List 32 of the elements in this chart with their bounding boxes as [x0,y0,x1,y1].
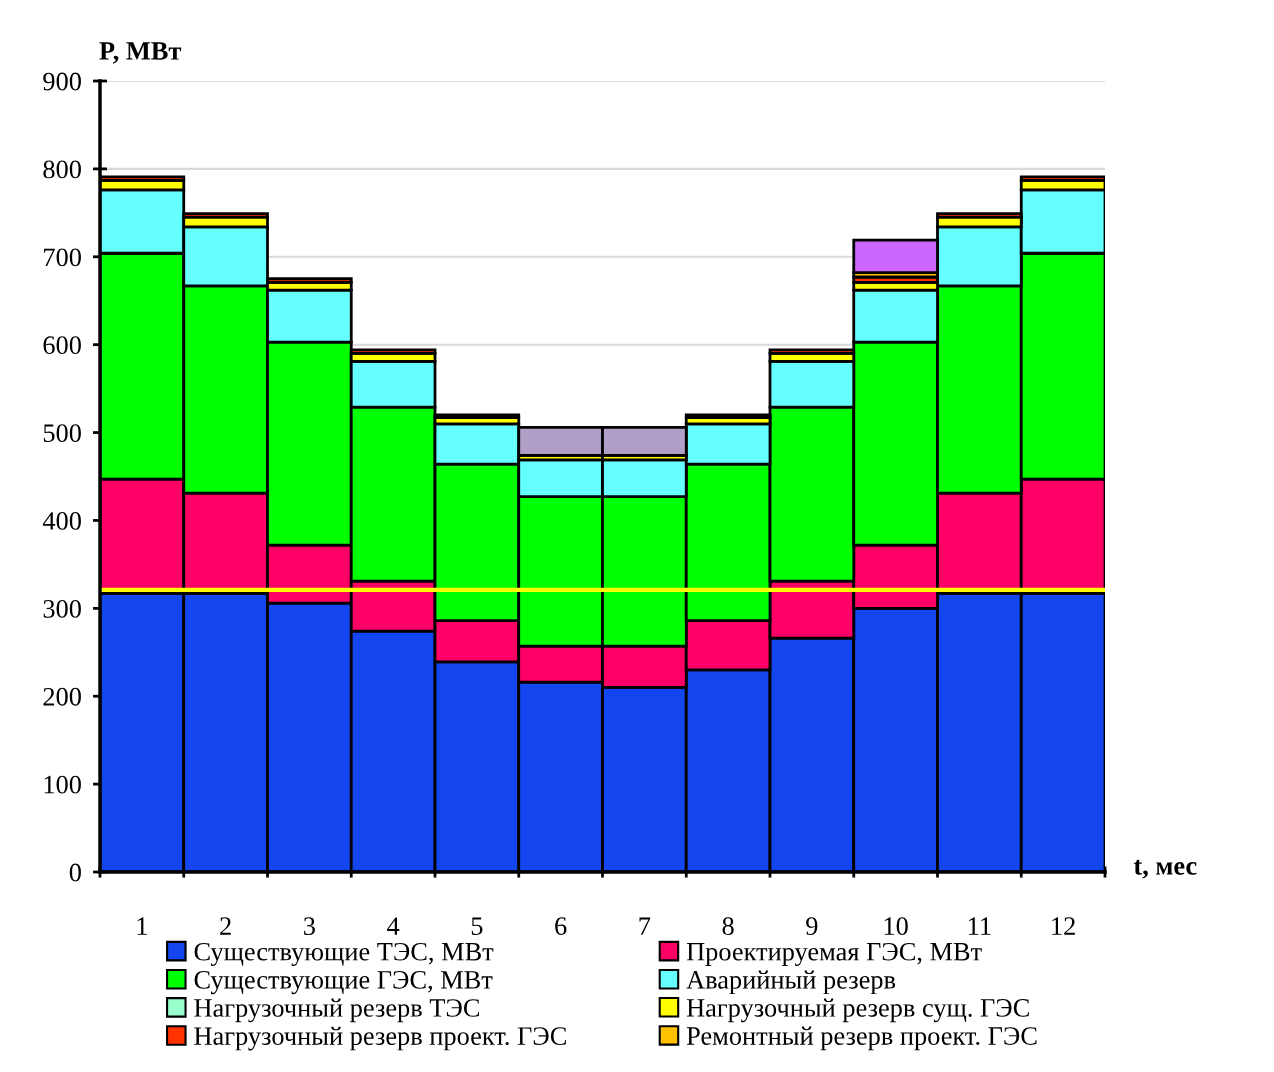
legend-label: Существующие ТЭС, МВт [194,942,494,967]
x-tick-label: 7 [639,917,651,935]
x-tick-label: 10 [884,917,908,936]
y-axis-title: P, МВт [99,42,182,64]
x-axis-title: t, мес [1133,859,1197,879]
y-tick-label: 900 [43,72,81,91]
legend-label: Существующие ГЭС, МВт [194,971,493,995]
y-tick-label: 700 [44,248,81,267]
x-tick-label: 8 [722,917,734,936]
legend-label: Ремонтный резерв проект. ГЭС [686,1026,1037,1051]
y-tick-label: 100 [44,775,81,794]
y-tick-label: 800 [43,160,81,179]
x-tick-label: 5 [471,917,483,936]
legend-label: Нагрузочный резерв ТЭС [194,998,479,1023]
legend-label: Нагрузочный резерв проект. ГЭС [194,1026,566,1051]
y-tick-label: 0 [69,863,81,882]
legend-label: Аварийный резерв [686,970,896,995]
x-tick-label: 11 [969,917,991,935]
x-tick-label: 12 [1052,917,1075,935]
y-tick-label: 500 [43,424,81,442]
x-tick-label: 2 [220,917,231,935]
x-tick-label: 6 [555,917,567,936]
x-tick-label: 4 [387,917,400,935]
x-tick-label: 3 [304,917,315,936]
y-tick-label: 400 [42,512,81,530]
y-tick-label: 300 [43,599,81,618]
legend-label: Проектируемая ГЭС, МВт [686,942,982,967]
y-tick-label: 200 [43,687,81,706]
x-tick-label: 1 [137,917,147,935]
legend-label: Нагрузочный резерв сущ. ГЭС [686,998,1029,1023]
y-tick-label: 600 [43,336,81,355]
x-tick-label: 9 [806,917,818,936]
